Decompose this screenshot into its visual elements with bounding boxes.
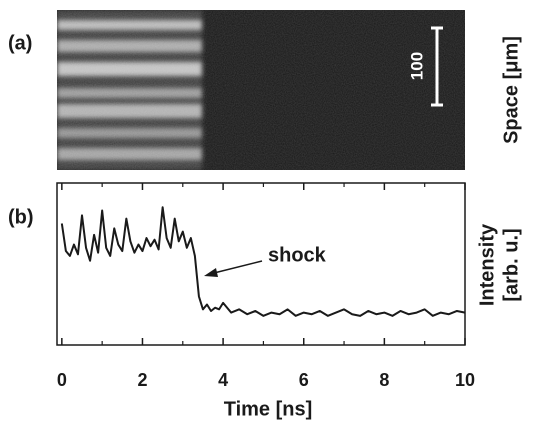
scale-bar-label: 100 xyxy=(407,52,426,80)
x-axis-label: Time [ns] xyxy=(224,398,313,420)
streak-image xyxy=(57,10,465,170)
x-tick-label: 2 xyxy=(137,370,147,390)
panel-label: (b) xyxy=(8,206,34,228)
x-tick-label: 6 xyxy=(299,370,309,390)
y-axis-label: [arb. u.] xyxy=(500,228,522,301)
x-tick-label: 0 xyxy=(57,370,67,390)
scale-bar xyxy=(431,26,443,107)
annotation-arrow xyxy=(204,260,263,277)
annotation: shock xyxy=(268,244,327,266)
y-axis-label: Intensity xyxy=(476,223,498,306)
plot-frame xyxy=(56,182,466,346)
y-axis-label: Space [μm] xyxy=(500,36,522,144)
x-tick-label: 4 xyxy=(218,370,228,390)
panel-label: (a) xyxy=(8,32,32,54)
x-tick-label: 8 xyxy=(379,370,389,390)
data-line xyxy=(60,206,466,317)
x-tick-label: 10 xyxy=(455,370,475,390)
